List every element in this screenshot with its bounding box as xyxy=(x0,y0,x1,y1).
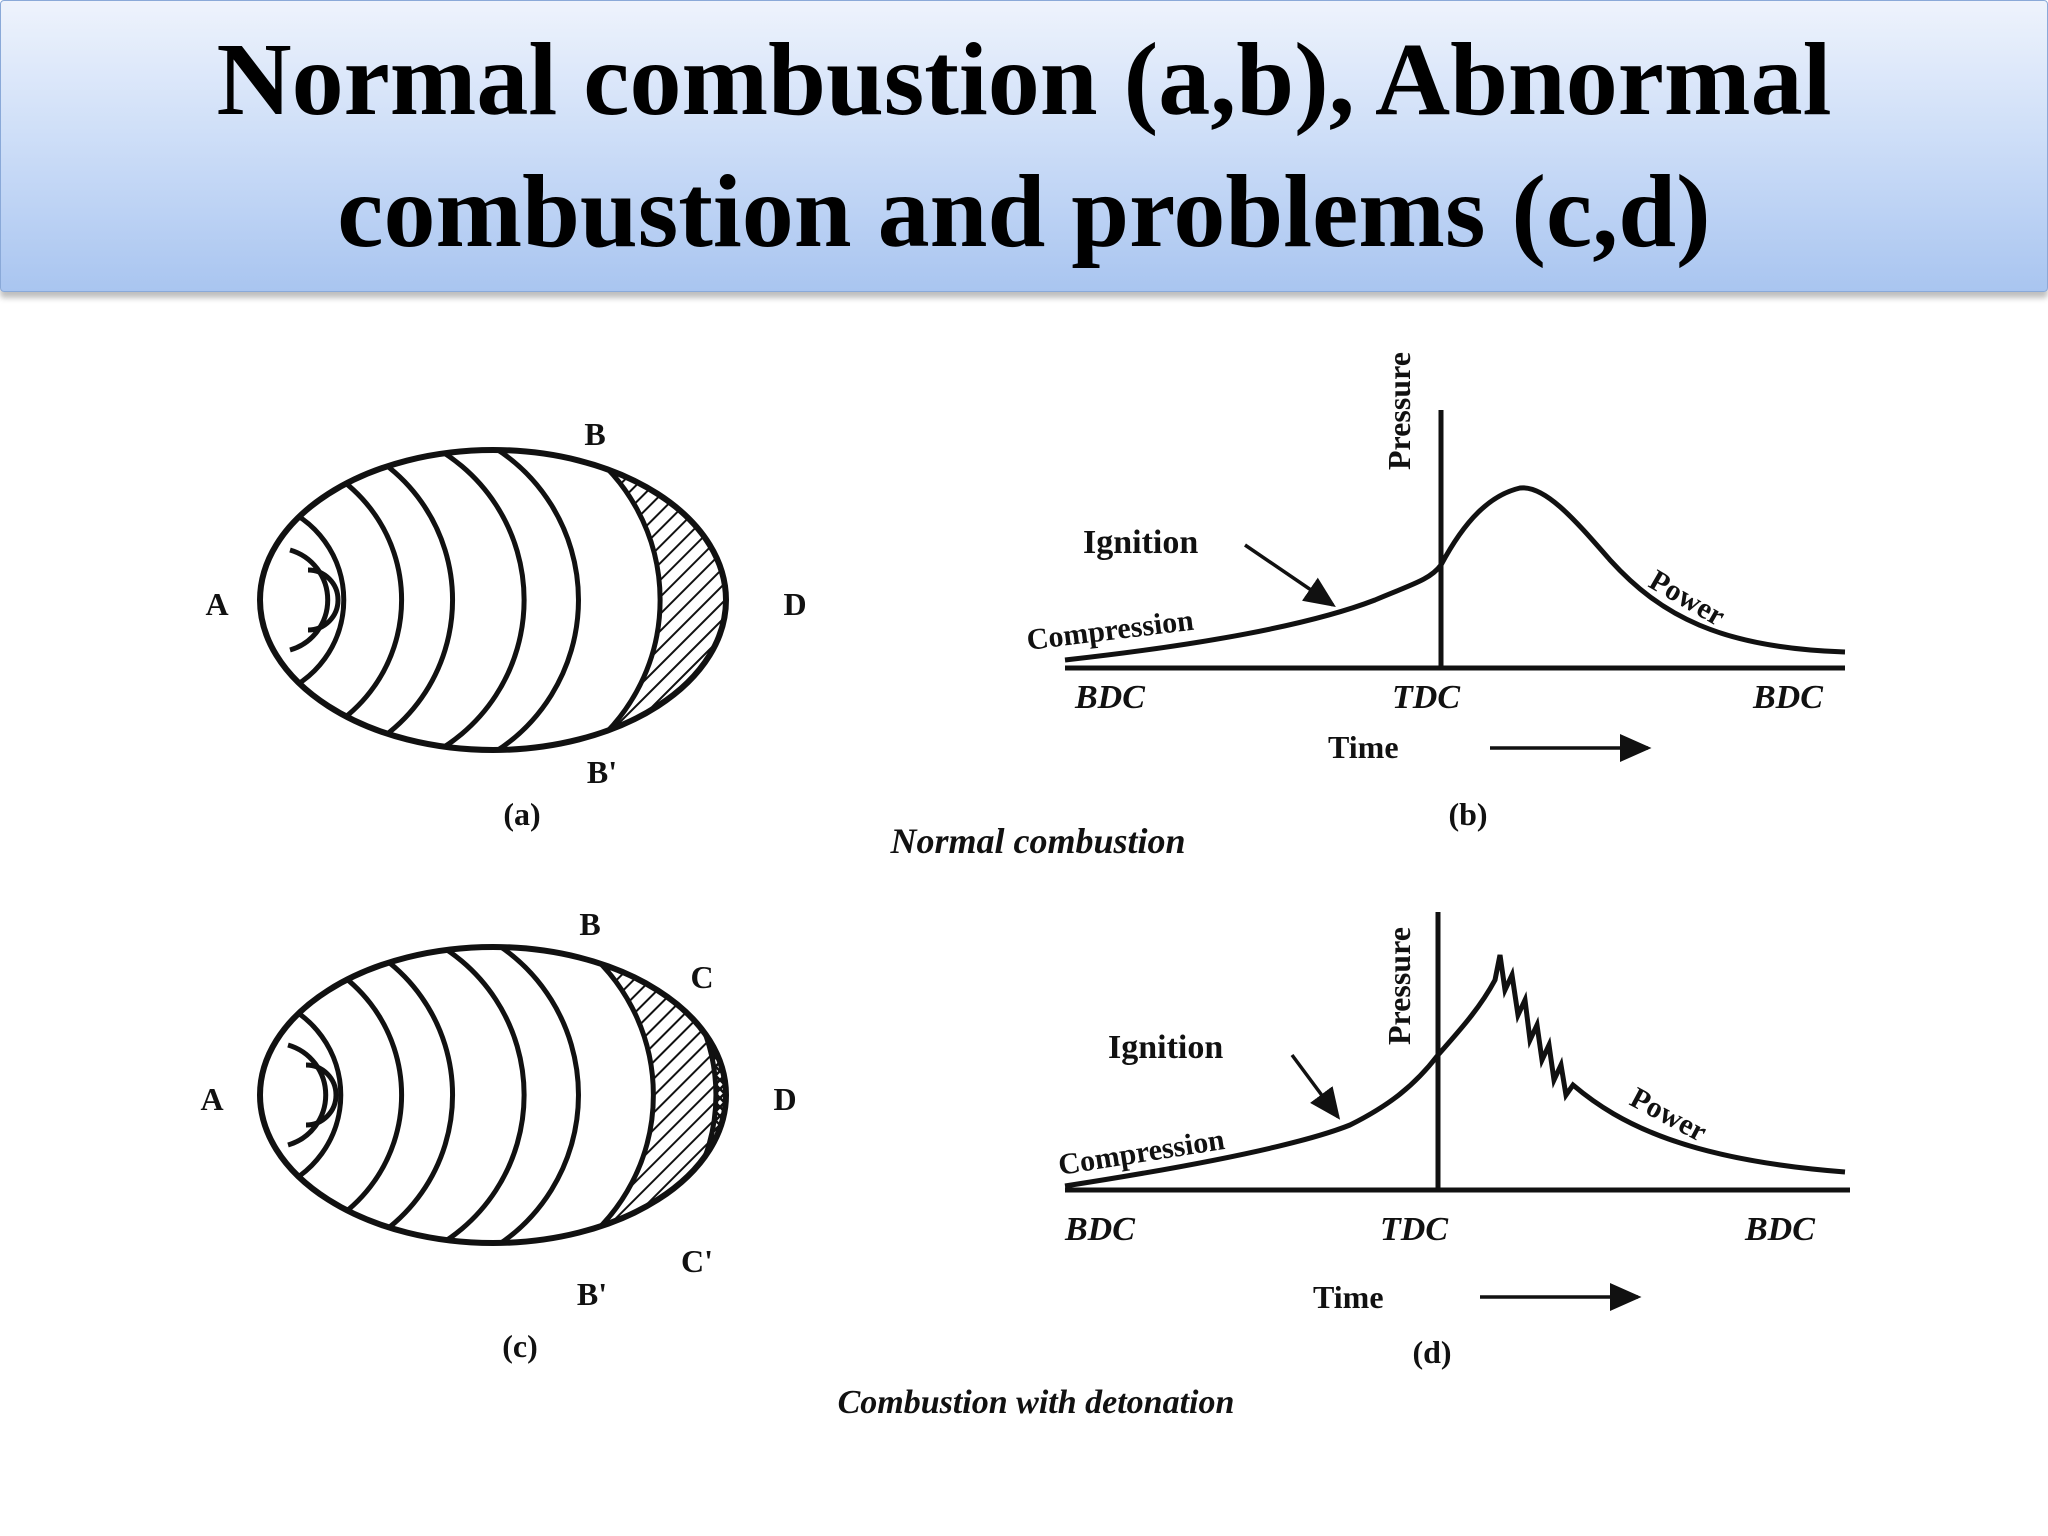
point-d-label-c: D xyxy=(773,1081,796,1117)
point-b-prime-label: B' xyxy=(587,754,617,790)
bdc-right-label-b: BDC xyxy=(1752,679,1823,716)
title-line-2: combustion and problems (c,d) xyxy=(337,154,1711,269)
pressure-label-b: Pressure xyxy=(1381,352,1417,470)
tdc-label-b: TDC xyxy=(1392,679,1460,716)
panel-c-chamber xyxy=(257,944,729,1246)
point-c-label: C xyxy=(690,959,713,995)
caption-detonation: Combustion with detonation xyxy=(838,1384,1235,1421)
panel-d-chart xyxy=(1064,912,1850,1193)
point-b-label-c: B xyxy=(579,906,600,942)
panel-a-chamber xyxy=(257,447,729,753)
pressure-curve-b xyxy=(1064,485,1846,663)
chamber-outline-a xyxy=(257,447,729,753)
slide-title: Normal combustion (a,b), Abnormal combus… xyxy=(217,14,1832,278)
pressure-label-d: Pressure xyxy=(1381,927,1417,1045)
chamber-outline-c xyxy=(257,944,729,1246)
point-b-label: B xyxy=(584,416,605,452)
panel-c-label: (c) xyxy=(502,1328,538,1364)
title-banner: Normal combustion (a,b), Abnormal combus… xyxy=(0,0,2048,292)
ignition-arrow-d xyxy=(1290,1053,1341,1120)
ignition-label-b: Ignition xyxy=(1083,524,1198,561)
point-a-label: A xyxy=(205,586,228,622)
panel-a-label: (a) xyxy=(503,796,540,832)
ignition-label-d: Ignition xyxy=(1108,1029,1223,1066)
panel-d-label: (d) xyxy=(1412,1334,1451,1370)
ignition-arrow-b xyxy=(1244,543,1336,607)
tdc-label-d: TDC xyxy=(1380,1211,1448,1248)
time-label-d: Time xyxy=(1313,1279,1384,1315)
panel-b-label: (b) xyxy=(1448,796,1487,832)
panel-b-chart xyxy=(1064,410,1846,671)
title-line-1: Normal combustion (a,b), Abnormal xyxy=(216,22,1832,137)
time-label-b: Time xyxy=(1328,729,1399,765)
power-label-b: Power xyxy=(1644,563,1731,632)
bdc-right-label-d: BDC xyxy=(1744,1211,1815,1248)
bdc-left-label-b: BDC xyxy=(1074,679,1145,716)
point-b-prime-label-c: B' xyxy=(577,1276,607,1312)
bdc-left-label-d: BDC xyxy=(1064,1211,1135,1248)
point-a-label-c: A xyxy=(200,1081,223,1117)
point-d-label: D xyxy=(783,586,806,622)
point-c-prime-label: C' xyxy=(681,1243,713,1279)
caption-normal-combustion: Normal combustion xyxy=(889,821,1185,861)
pressure-curve-d xyxy=(1064,954,1846,1189)
